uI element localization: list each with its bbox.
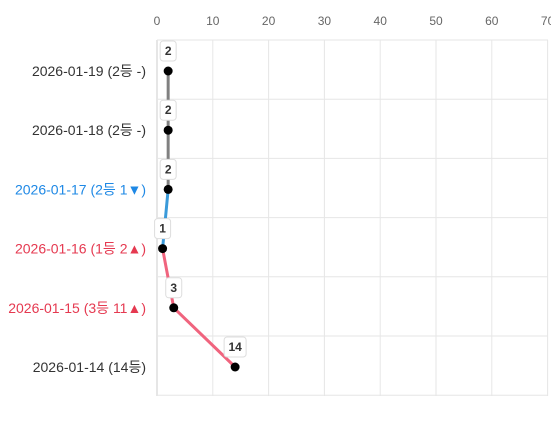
value-label-box: 1 [154,218,172,240]
category-labels: 2026-01-19 (2등 -) 2026-01-18 (2등 -) 2026-0… [8,63,146,375]
value-label-box: 2 [159,40,177,62]
data-point [158,244,168,254]
x-tick-labels: 0 10 20 30 40 50 60 70 [154,14,551,28]
value-label-background [159,99,177,121]
value-label-box: 2 [159,158,177,180]
series-segment [172,306,237,369]
category-label: 2026-01-18 (2등 -) [32,122,146,138]
value-label: 2 [165,103,172,117]
data-point [163,184,173,194]
category-label: 2026-01-19 (2등 -) [32,63,146,79]
value-labels: 2 2 2 1 3 14 [154,40,247,358]
category-label: 2026-01-17 (2등 1▼) [15,181,146,197]
data-point [169,303,179,313]
data-point [230,362,240,372]
value-label-background [159,158,177,180]
value-label-background [165,277,183,299]
x-tick-label: 40 [374,14,388,28]
value-label-background [223,336,247,358]
value-label: 3 [170,281,177,295]
x-tick-label: 70 [541,14,551,28]
value-label: 2 [165,162,172,176]
value-label-box: 2 [159,99,177,121]
value-label: 14 [228,340,242,354]
value-label: 1 [159,222,166,236]
x-tick-label: 0 [154,14,161,28]
category-label: 2026-01-14 (14등) [33,359,146,375]
value-label-background [159,40,177,62]
value-label-box: 3 [165,277,183,299]
x-tick-label: 10 [206,14,220,28]
grid-layer [156,39,549,396]
category-label: 2026-01-16 (1등 2▲) [15,241,146,257]
value-label-background [154,218,172,240]
x-tick-label: 30 [318,14,332,28]
value-label: 2 [165,44,172,58]
x-tick-label: 20 [262,14,276,28]
data-point [163,66,173,76]
data-point [163,125,173,135]
x-tick-label: 60 [485,14,499,28]
category-label: 2026-01-15 (3등 11▲) [8,300,146,316]
series-points [158,66,240,372]
x-tick-label: 50 [429,14,443,28]
value-label-box: 14 [223,336,247,358]
